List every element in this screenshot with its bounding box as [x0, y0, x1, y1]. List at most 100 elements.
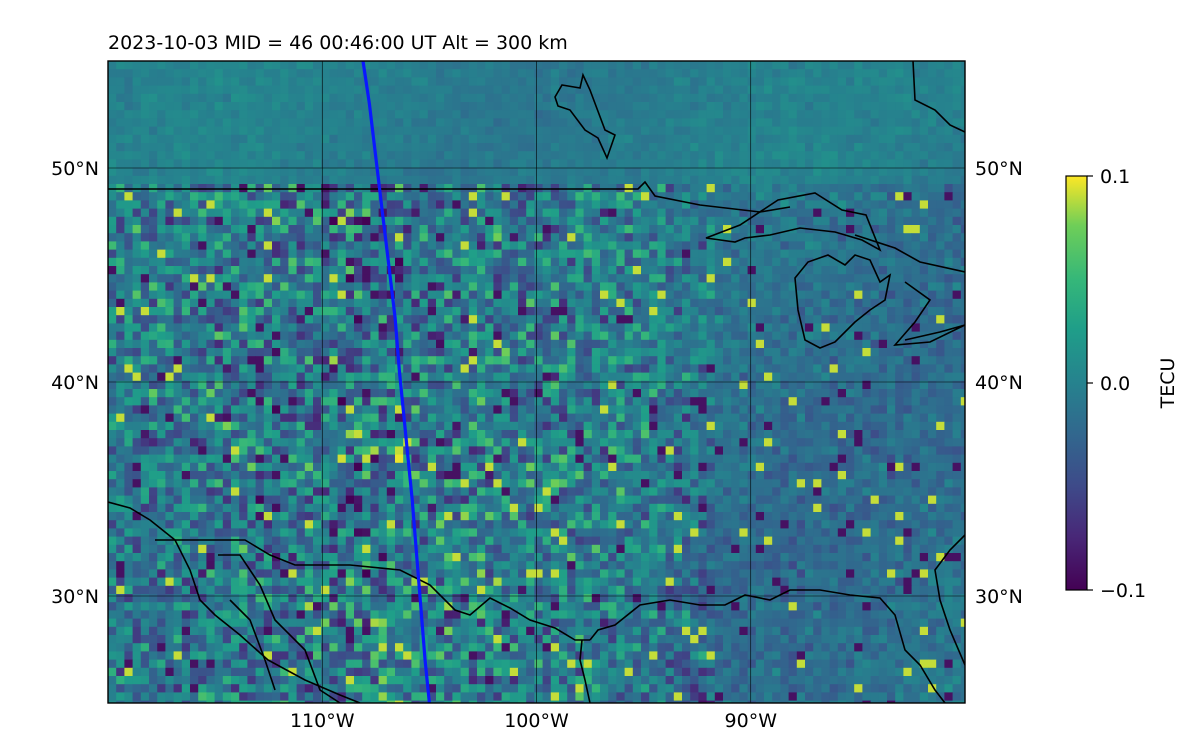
tec-pixel: [329, 241, 338, 250]
tec-pixel: [895, 323, 904, 332]
tec-pixel: [690, 348, 699, 357]
tec-pixel: [575, 290, 584, 300]
tec-pixel: [403, 225, 412, 234]
tec-pixel: [788, 159, 798, 168]
tec-pixel: [288, 372, 297, 382]
tec-pixel: [485, 233, 494, 242]
tec-pixel: [895, 405, 904, 414]
tec-pixel: [501, 77, 511, 86]
tec-pixel: [132, 249, 142, 259]
tec-pixel: [526, 348, 535, 357]
tec-pixel: [509, 85, 519, 95]
tec-pixel: [641, 430, 650, 439]
tec-pixel: [419, 225, 429, 234]
tec-pixel: [583, 208, 593, 218]
tec-pixel: [140, 413, 150, 423]
tec-pixel: [444, 159, 453, 168]
tec-pixel: [509, 282, 519, 291]
tec-pixel: [493, 249, 502, 259]
tec-pixel: [288, 380, 297, 390]
tec-pixel: [436, 126, 445, 136]
tec-pixel: [903, 110, 912, 119]
tec-pixel: [919, 110, 929, 119]
tec-pixel: [919, 389, 929, 398]
tec-pixel: [427, 339, 437, 349]
tec-pixel: [600, 85, 609, 95]
tec-pixel: [386, 356, 396, 365]
tec-pixel: [567, 372, 576, 382]
tec-pixel: [550, 356, 560, 365]
tec-pixel: [936, 257, 945, 267]
tec-pixel: [903, 126, 912, 136]
tec-pixel: [263, 405, 273, 414]
tec-pixel: [813, 126, 822, 136]
tec-pixel: [255, 134, 265, 144]
tec-pixel: [468, 405, 478, 414]
tec-pixel: [386, 208, 396, 218]
tec-pixel: [419, 372, 429, 382]
tec-pixel: [919, 118, 929, 127]
tec-pixel: [575, 430, 584, 439]
tec-pixel: [378, 413, 388, 423]
tec-pixel: [542, 421, 552, 431]
tec-pixel: [362, 298, 371, 308]
tec-pixel: [887, 233, 896, 242]
tec-pixel: [559, 192, 568, 201]
tec-pixel: [764, 233, 773, 242]
tec-pixel: [419, 216, 429, 226]
tec-pixel: [198, 430, 207, 439]
tec-pixel: [452, 290, 461, 300]
tec-pixel: [370, 167, 379, 177]
tec-pixel: [928, 225, 937, 234]
tec-pixel: [304, 397, 314, 406]
tec-pixel: [780, 405, 789, 414]
tec-pixel: [509, 134, 519, 144]
tec-pixel: [878, 372, 888, 382]
tec-pixel: [132, 208, 142, 218]
tec-pixel: [829, 241, 839, 250]
tec-pixel: [149, 389, 158, 398]
tec-pixel: [198, 61, 207, 70]
tec-pixel: [157, 282, 166, 291]
tec-pixel: [190, 233, 199, 242]
tec-pixel: [296, 339, 306, 349]
tec-pixel: [952, 380, 962, 390]
tec-pixel: [772, 167, 781, 177]
tec-pixel: [772, 61, 781, 70]
tec-pixel: [214, 143, 224, 152]
tec-pixel: [386, 331, 396, 341]
tec-pixel: [427, 257, 437, 267]
tec-pixel: [427, 241, 437, 250]
tec-pixel: [337, 438, 347, 447]
tec-pixel: [837, 307, 847, 316]
tec-pixel: [813, 339, 822, 349]
tec-pixel: [280, 134, 289, 144]
tec-pixel: [370, 274, 379, 283]
tec-pixel: [124, 430, 133, 439]
tec-pixel: [854, 257, 863, 267]
tec-pixel: [878, 118, 888, 127]
tec-pixel: [821, 93, 830, 103]
tec-pixel: [641, 93, 650, 103]
tec-pixel: [772, 430, 781, 439]
tec-pixel: [911, 85, 921, 95]
tec-pixel: [272, 421, 281, 431]
tec-pixel: [870, 208, 880, 218]
tec-pixel: [386, 348, 396, 357]
tec-pixel: [878, 331, 888, 341]
tec-pixel: [452, 257, 461, 267]
tec-pixel: [231, 380, 240, 390]
tec-pixel: [321, 372, 330, 382]
tec-pixel: [386, 430, 396, 439]
tec-pixel: [149, 323, 158, 332]
tec-pixel: [411, 372, 420, 382]
tec-pixel: [157, 405, 166, 414]
tec-pixel: [550, 438, 560, 447]
tec-pixel: [731, 233, 740, 242]
tec-pixel: [706, 257, 716, 267]
tec-pixel: [501, 430, 511, 439]
tec-pixel: [632, 126, 642, 136]
tec-pixel: [928, 282, 937, 291]
tec-pixel: [427, 421, 437, 431]
tec-pixel: [608, 102, 617, 111]
